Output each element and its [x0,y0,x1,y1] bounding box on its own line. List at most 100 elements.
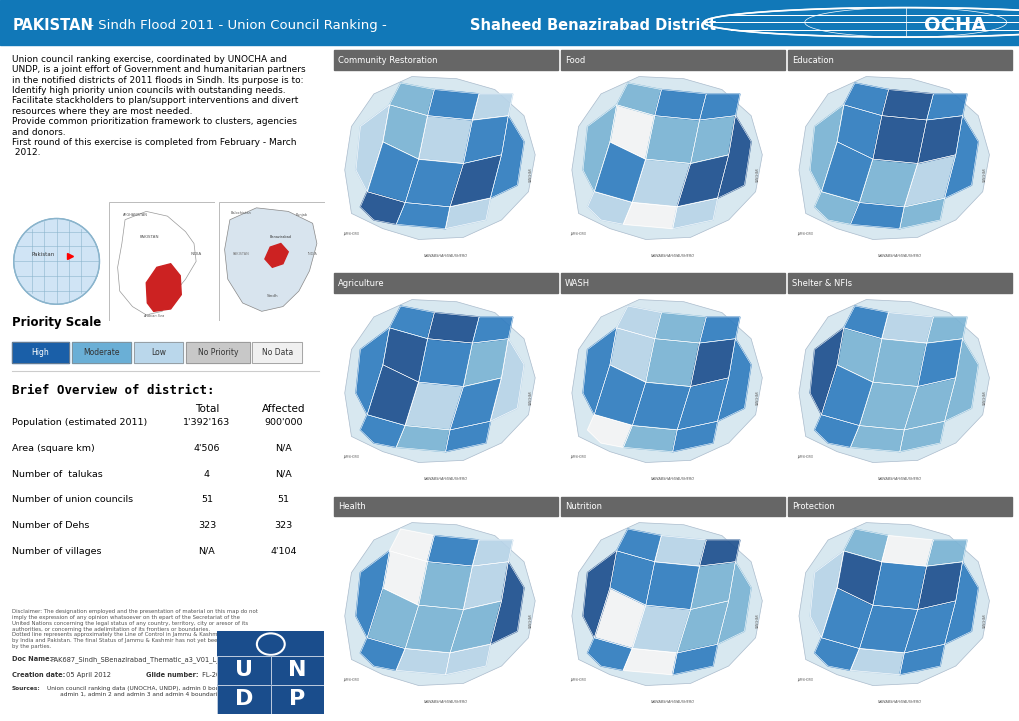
Text: Population (estimated 2011): Population (estimated 2011) [11,418,147,427]
Text: Shaheed Benazirabad District: Shaheed Benazirabad District [470,19,715,33]
Polygon shape [344,523,535,686]
Text: N/A: N/A [199,547,215,556]
Text: JAMSHORO: JAMSHORO [343,232,359,236]
Polygon shape [265,244,288,267]
Text: 1'392'163: 1'392'163 [183,418,230,427]
Text: SANGHAR: SANGHAR [755,613,759,628]
Bar [185,342,250,363]
Text: N: N [288,660,307,680]
Text: JAMSHORO: JAMSHORO [570,678,586,682]
Polygon shape [716,115,750,198]
Polygon shape [809,328,843,415]
Text: 323: 323 [198,521,216,530]
Text: Low: Low [151,348,166,357]
Text: NAWABSHAH/NAUSHERO: NAWABSHAH/NAUSHERO [877,254,921,258]
Polygon shape [572,523,761,686]
Polygon shape [899,198,944,229]
Polygon shape [356,551,389,638]
Polygon shape [367,142,418,203]
Polygon shape [587,415,632,447]
Polygon shape [645,115,699,164]
Bar [133,342,183,363]
Text: 05 April 2012: 05 April 2012 [64,672,111,678]
Polygon shape [798,299,988,462]
Polygon shape [594,365,645,425]
Text: INDIA: INDIA [191,252,202,257]
Polygon shape [917,115,962,164]
Polygon shape [623,203,677,229]
Polygon shape [594,142,645,203]
Polygon shape [623,649,677,675]
Text: Affected: Affected [262,404,306,414]
Text: NAWABSHAH/NAUSHERO: NAWABSHAH/NAUSHERO [423,254,467,258]
Polygon shape [814,638,859,671]
Text: N/A: N/A [275,469,291,479]
Polygon shape [673,421,716,451]
Text: Community Restoration: Community Restoration [337,56,437,65]
Polygon shape [583,105,616,192]
Polygon shape [616,306,661,339]
Bar [252,342,302,363]
Polygon shape [673,198,716,229]
Polygon shape [809,551,843,638]
Polygon shape [382,105,427,159]
Polygon shape [445,421,490,451]
Polygon shape [798,523,988,686]
Text: Doc Name:: Doc Name: [11,656,52,662]
Bar [217,685,271,714]
Text: Union council ranking exercise, coordinated by UNOCHA and
UNDP, is a joint effor: Union council ranking exercise, coordina… [11,55,305,157]
Polygon shape [609,328,654,382]
Text: JAMSHORO: JAMSHORO [797,678,813,682]
Text: FL-2011-000130-PAK: FL-2011-000130-PAK [201,672,271,678]
Text: Union council ranking data (UNOCHA, UNDP), admin 0 boundaries (GAUL),
       adm: Union council ranking data (UNOCHA, UNDP… [47,686,265,697]
Polygon shape [904,601,955,653]
Polygon shape [654,89,705,120]
Bar [333,50,557,70]
Text: SANGHAR: SANGHAR [528,390,532,405]
Polygon shape [490,339,524,421]
Text: NAWABSHAH/NAUSHERO: NAWABSHAH/NAUSHERO [877,700,921,704]
Bar [333,273,557,293]
Polygon shape [820,588,872,649]
Polygon shape [449,155,501,207]
Text: Area (square km): Area (square km) [11,444,94,453]
Text: NAWABSHAH/NAUSHERO: NAWABSHAH/NAUSHERO [650,254,694,258]
Text: AFGHANISTAN: AFGHANISTAN [123,213,148,217]
Text: NAWABSHAH/NAUSHERO: NAWABSHAH/NAUSHERO [877,477,921,481]
Bar [217,685,271,714]
Polygon shape [917,562,962,609]
Bar [560,273,784,293]
Polygon shape [449,601,501,653]
Text: PAKISTAN: PAKISTAN [232,252,249,257]
Bar [185,342,250,363]
Polygon shape [344,76,535,239]
Text: PAKISTAN: PAKISTAN [12,19,93,33]
Polygon shape [367,365,418,425]
Polygon shape [798,76,988,239]
Text: Disclaimer: The designation employed and the presentation of material on this ma: Disclaimer: The designation employed and… [11,609,257,649]
Text: Sindh: Sindh [266,294,278,298]
Polygon shape [926,540,966,566]
Text: WASH: WASH [565,279,590,288]
Polygon shape [654,536,705,566]
Polygon shape [917,339,962,386]
Text: Pakistan: Pakistan [32,252,55,257]
Text: P: P [289,689,306,709]
Polygon shape [583,551,616,638]
Polygon shape [463,562,507,609]
Text: Agriculture: Agriculture [337,279,384,288]
Polygon shape [224,208,317,311]
Polygon shape [472,540,513,566]
Polygon shape [572,76,761,239]
Polygon shape [356,105,389,192]
Polygon shape [367,588,418,649]
Bar [271,656,324,685]
Text: Number of union councils: Number of union councils [11,495,132,504]
Polygon shape [396,649,449,675]
Polygon shape [418,115,472,164]
Text: JAMSHORO: JAMSHORO [343,678,359,682]
Text: JAMSHORO: JAMSHORO [570,455,586,459]
Text: 4'104: 4'104 [270,547,297,556]
Polygon shape [926,94,966,120]
Polygon shape [944,562,977,645]
